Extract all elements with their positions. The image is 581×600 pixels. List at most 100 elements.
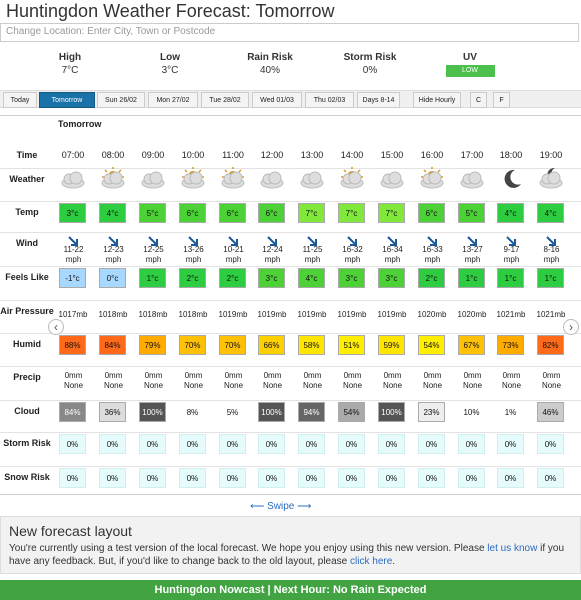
row-label-time: Time [16,150,38,160]
value-box-cloud: 100% [378,402,405,422]
value-box-feels: -1°c [59,268,86,288]
value-box-storm: 0% [99,434,126,454]
value-box-humid: 79% [139,335,166,355]
precip-type: None [541,381,562,390]
cloud-icon [298,167,326,189]
tab-tomorrow[interactable]: Tomorrow [39,92,95,108]
value-box-snow: 0% [418,468,445,488]
precip-type: None [382,381,403,390]
value-box-temp: 5°c [458,203,485,223]
value-box-feels: 3°c [378,268,405,288]
tab-tue-28-02[interactable]: Tue 28/02 [201,92,249,108]
value-box-storm: 0% [298,434,325,454]
value-box-humid: 58% [298,335,325,355]
precip-amount: 0mm [463,371,482,380]
value-box-storm: 0% [338,434,365,454]
value-box-temp: 4°c [497,203,524,223]
time-header: 15:00 [380,150,404,160]
sun-cloud-icon [338,167,366,189]
value-box-temp: 6°c [258,203,285,223]
value-box-storm: 0% [258,434,285,454]
precip-amount: 0mm [303,371,322,380]
cloud-icon [378,167,406,189]
tab-today[interactable]: Today [3,92,37,108]
value-box-snow: 0% [378,468,405,488]
tab-f[interactable]: F [493,92,510,108]
precip-amount: 0mm [263,371,282,380]
row-divider [0,266,581,267]
value-box-snow: 0% [298,468,325,488]
time-header: 12:00 [260,150,284,160]
wind-speed: 16-34 [382,245,403,254]
value-box-feels: 1°c [537,268,564,288]
scroll-right-button[interactable]: › [563,319,579,335]
tab-thu-02-03[interactable]: Thu 02/03 [305,92,354,108]
tab-sun-26-02[interactable]: Sun 26/02 [97,92,145,108]
value-box-feels: 3°c [338,268,365,288]
wind-arrow-icon [346,234,358,246]
precip-amount: 0mm [502,371,521,380]
value-box-cloud: 100% [258,402,285,422]
forecast-grid[interactable]: Tomorrow Time Weather Temp Wind Feels Like Air… [0,115,581,495]
value-box-cloud: 100% [139,402,166,422]
value-box-humid: 82% [537,335,564,355]
value-box-snow: 0% [179,468,206,488]
scroll-left-button[interactable]: ‹ [48,319,64,335]
precip-type: None [262,381,283,390]
value-box-snow: 0% [497,468,524,488]
row-label-humid: Humid [13,339,41,349]
value-box-humid: 66% [258,335,285,355]
day-header: Tomorrow [58,119,102,129]
value-box-feels: 1°c [458,268,485,288]
time-header: 13:00 [300,150,324,160]
value-box-temp: 7°c [298,203,325,223]
wind-unit: mph [145,255,162,264]
precip-type: None [143,381,164,390]
tab-mon-27-02[interactable]: Mon 27/02 [148,92,198,108]
value-box-feels: 3°c [258,268,285,288]
wind-arrow-icon [466,234,478,246]
wind-arrow-icon [266,234,278,246]
value-box-storm: 0% [378,434,405,454]
wind-arrow-icon [187,234,199,246]
row-divider [0,232,581,233]
value-box-snow: 0% [258,468,285,488]
click-here-link[interactable]: click here [350,556,393,567]
tab-days-8-14[interactable]: Days 8-14 [357,92,400,108]
let-us-know-link[interactable]: let us know [487,543,538,554]
precip-type: None [103,381,124,390]
new-layout-notice: New forecast layout You're currently usi… [0,516,581,574]
precip-type: None [462,381,483,390]
value-box-cloud: 46% [537,402,564,422]
summary-value: 40% [259,65,280,76]
wind-arrow-icon [545,234,557,246]
moon-icon [497,167,525,189]
nowcast-bar[interactable]: Huntingdon Nowcast | Next Hour: No Rain … [0,580,581,600]
summary-value: 7°C [61,65,79,76]
wind-unit: mph [503,255,520,264]
value-box-cloud: 84% [59,402,86,422]
cloud-icon [458,167,486,189]
value-box-feels: 0°c [99,268,126,288]
swipe-hint: ⟵ Swipe ⟶ [250,501,312,512]
precip-type: None [63,381,84,390]
row-label-snow: Snow Risk [4,472,50,482]
summary-value: 0% [362,65,378,76]
notice-text: You're currently using a test version of… [9,543,565,567]
wind-arrow-icon [107,234,119,246]
wind-speed: 8-16 [543,245,560,254]
wind-unit: mph [464,255,481,264]
wind-arrow-icon [147,234,159,246]
time-header: 14:00 [340,150,364,160]
tab-c[interactable]: C [470,92,487,108]
row-label-pressure: Air Pressure [0,306,54,316]
location-search-input[interactable]: Change Location: Enter City, Town or Pos… [0,23,579,42]
value-box-cloud: 23% [418,402,445,422]
precip-type: None [422,381,443,390]
tab-hide-hourly[interactable]: Hide Hourly [413,92,461,108]
pressure-value: 1019mb [257,310,287,319]
tab-wed-01-03[interactable]: Wed 01/03 [252,92,302,108]
row-divider [0,168,581,169]
value-box-temp: 4°c [537,203,564,223]
summary-label: UV [463,52,477,63]
